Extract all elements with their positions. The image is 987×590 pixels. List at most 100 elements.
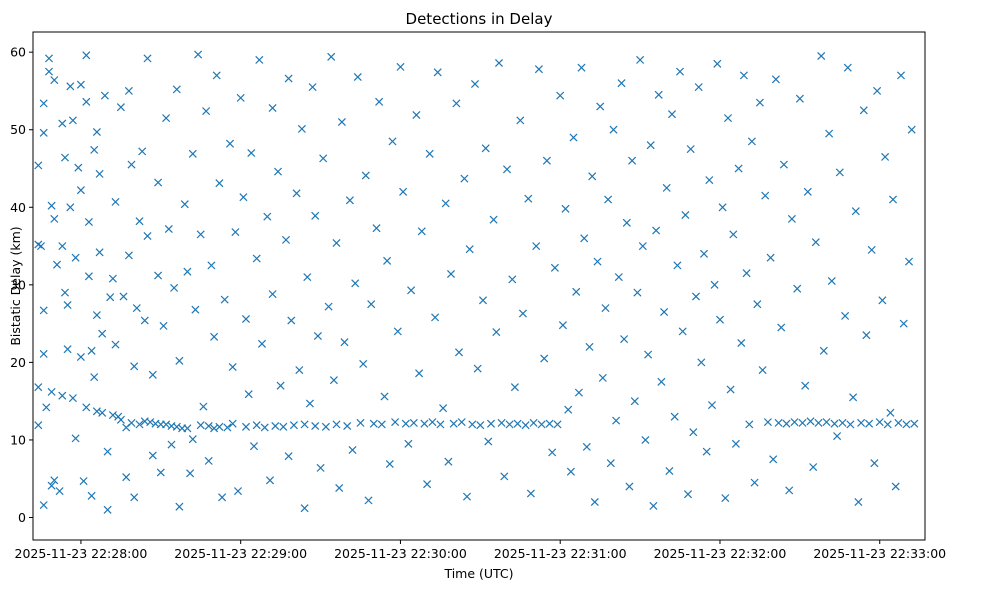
data-point: [729, 230, 738, 239]
chart-title: Detections in Delay: [406, 10, 553, 28]
data-point: [462, 492, 472, 501]
data-point: [228, 419, 237, 428]
data-point: [644, 350, 653, 359]
data-point: [100, 91, 109, 100]
data-point: [801, 381, 810, 390]
data-point: [910, 419, 919, 428]
x-tick-label: 2025-11-23 22:33:00: [813, 546, 946, 561]
data-point: [486, 419, 496, 428]
data-point: [98, 408, 107, 417]
data-point: [638, 242, 647, 251]
data-point: [273, 167, 283, 176]
data-point: [388, 137, 397, 146]
data-point: [108, 274, 117, 283]
data-point: [508, 275, 517, 284]
data-point: [686, 145, 695, 154]
data-point: [90, 145, 99, 154]
x-tick-label: 2025-11-23 22:31:00: [494, 546, 627, 561]
data-point: [601, 304, 610, 313]
data-point: [707, 401, 717, 410]
data-point: [84, 272, 93, 281]
data-point: [319, 154, 328, 163]
data-point: [260, 423, 269, 432]
data-point: [196, 230, 205, 239]
data-point: [662, 183, 671, 192]
data-point: [412, 110, 421, 120]
data-point: [188, 435, 197, 444]
data-point: [284, 452, 293, 461]
data-point: [124, 251, 133, 260]
data-point: [194, 50, 203, 59]
data-point: [590, 497, 599, 507]
data-point: [170, 283, 179, 292]
data-point: [465, 245, 474, 254]
y-axis-label: Bistatic Delay (km): [8, 226, 23, 345]
data-point: [521, 421, 530, 430]
data-point: [143, 54, 152, 63]
data-point: [404, 439, 413, 448]
data-point: [231, 228, 240, 237]
data-point: [857, 418, 866, 427]
data-point: [636, 55, 645, 64]
data-point: [375, 97, 384, 106]
data-point: [667, 110, 677, 119]
data-point: [127, 160, 136, 169]
data-point: [180, 200, 189, 209]
data-point: [691, 292, 701, 301]
data-point: [380, 392, 389, 401]
data-point: [252, 254, 261, 263]
data-point: [212, 71, 221, 80]
data-point: [790, 418, 799, 427]
data-point: [457, 418, 466, 427]
data-point: [723, 114, 733, 123]
data-point: [199, 402, 208, 411]
data-point: [902, 420, 911, 429]
data-point: [734, 164, 743, 173]
data-point: [718, 203, 727, 212]
data-point: [324, 302, 333, 311]
data-point: [44, 54, 54, 63]
data-point: [532, 242, 541, 251]
data-point: [135, 420, 144, 429]
data-point: [313, 331, 322, 341]
data-point: [140, 316, 149, 325]
data-point: [276, 381, 285, 390]
data-point: [361, 171, 370, 180]
data-point: [494, 58, 504, 68]
data-point: [449, 419, 458, 428]
y-tick-label: 30: [10, 277, 26, 292]
data-point: [726, 385, 735, 394]
data-point: [225, 139, 235, 148]
data-point: [220, 295, 229, 304]
data-point: [215, 422, 224, 431]
data-point: [742, 269, 751, 278]
data-point: [715, 315, 725, 324]
x-tick-label: 2025-11-23 22:28:00: [15, 546, 148, 561]
data-point: [625, 482, 634, 491]
data-point: [747, 137, 756, 146]
data-point: [556, 91, 565, 100]
data-point: [883, 420, 892, 429]
data-point: [167, 440, 176, 449]
data-point: [175, 356, 184, 365]
data-point: [396, 62, 405, 71]
data-point: [327, 52, 336, 61]
data-point: [846, 420, 855, 429]
data-point: [622, 218, 631, 227]
data-point: [210, 332, 219, 341]
data-point: [58, 119, 67, 128]
data-point: [710, 280, 719, 289]
data-point: [39, 99, 48, 108]
data-point: [82, 97, 91, 106]
data-point: [819, 346, 828, 355]
y-tick-label: 40: [10, 200, 26, 215]
data-point: [891, 482, 900, 491]
data-point: [833, 432, 842, 441]
data-point: [305, 399, 314, 408]
data-point: [721, 494, 730, 503]
data-point: [284, 74, 293, 83]
data-point: [329, 376, 338, 385]
data-point: [497, 418, 506, 427]
data-point: [761, 191, 770, 200]
data-point: [516, 116, 525, 125]
